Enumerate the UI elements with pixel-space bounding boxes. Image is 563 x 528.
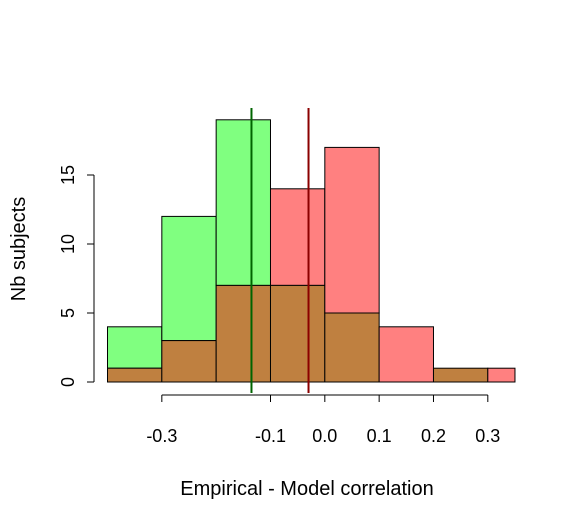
y-tick-label: 15: [58, 165, 78, 185]
histogram-bar-red: [487, 367, 516, 383]
y-tick-label: 5: [58, 308, 78, 318]
mean-lines-layer: [250, 108, 310, 393]
histogram-bar-overlap: [269, 284, 326, 383]
bars-layer: [107, 119, 516, 383]
histogram-bar-red: [378, 326, 434, 383]
histogram-bar-green: [161, 215, 217, 342]
histogram-bar-red: [324, 146, 380, 314]
x-axis-label: Empirical - Model correlation: [180, 478, 433, 500]
y-tick-label: 0: [58, 377, 78, 387]
x-tick-label: 0.0: [312, 426, 337, 446]
x-tick-label: -0.3: [146, 426, 177, 446]
histogram-bar-green: [107, 326, 163, 369]
histogram-bar-overlap: [161, 340, 217, 383]
x-tick-label: -0.1: [255, 426, 286, 446]
x-tick-label: 0.3: [475, 426, 500, 446]
y-axis-label: Nb subjects: [8, 197, 30, 302]
histogram-bar-overlap: [324, 312, 380, 383]
y-tick-label: 10: [58, 234, 78, 254]
histogram-bar-overlap: [215, 284, 271, 383]
x-tick-label: 0.1: [367, 426, 392, 446]
histogram-bar-red: [269, 188, 326, 286]
histogram-bar-overlap: [107, 367, 163, 383]
x-tick-label: 0.2: [421, 426, 446, 446]
histogram-bar-green: [215, 119, 271, 286]
y-axis: 0 5 10 15: [58, 165, 95, 387]
histogram-bar-overlap: [432, 367, 489, 383]
x-axis: -0.3 -0.1 0.0 0.1 0.2 0.3: [146, 394, 500, 446]
